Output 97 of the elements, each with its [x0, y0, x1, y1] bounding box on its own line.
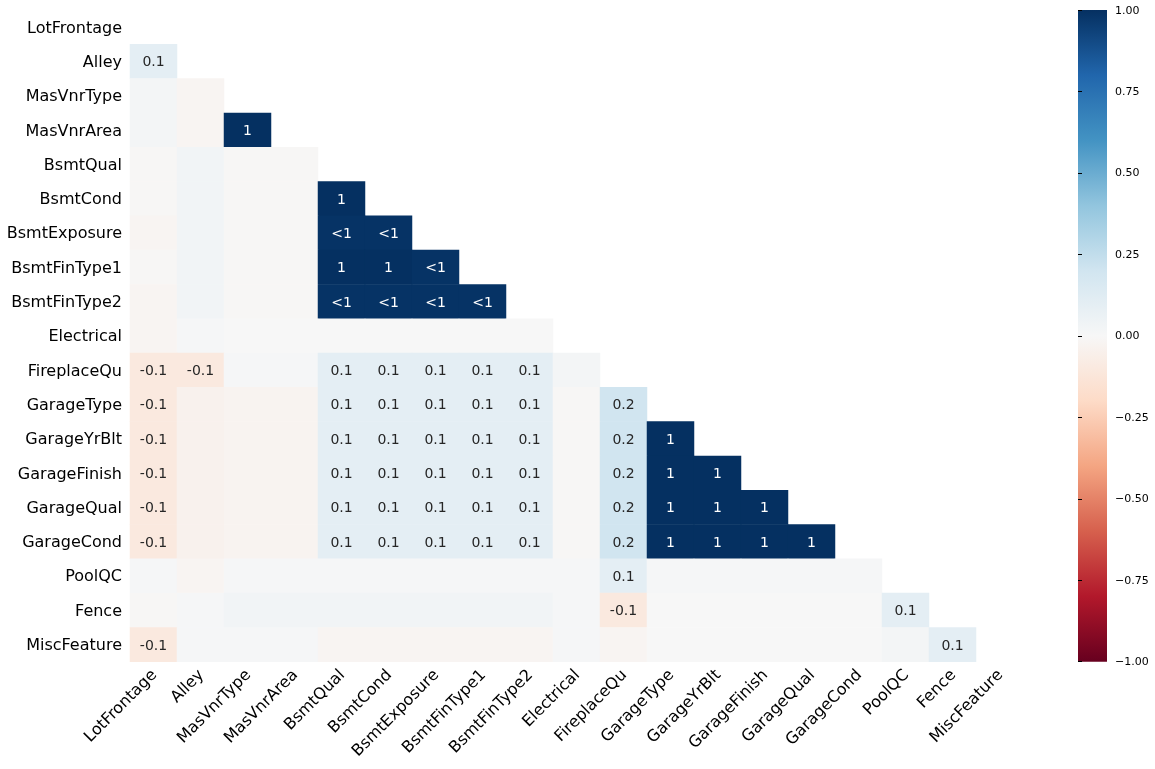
data-label: 0.1: [471, 533, 494, 550]
data-label: 0.1: [377, 533, 400, 550]
data-label: 1: [384, 259, 393, 276]
data-label: 0.1: [424, 499, 447, 516]
data-label: 0.2: [612, 533, 635, 550]
data-label: 1: [760, 499, 769, 516]
color-bar-label: 0.25: [1115, 247, 1140, 261]
data-label: 0.2: [612, 430, 635, 447]
data-label: 0.1: [377, 362, 400, 379]
data-label: 0.1: [330, 362, 353, 379]
data-label: 1: [760, 533, 769, 550]
data-label: <1: [472, 293, 493, 310]
data-label: 0.1: [612, 567, 635, 584]
data-label: -0.1: [139, 636, 168, 653]
data-label: 0.1: [471, 396, 494, 413]
data-label: -0.1: [139, 533, 168, 550]
y-tick-label: BsmtExposure: [6, 223, 122, 243]
data-label: <1: [331, 293, 352, 310]
data-label: 1: [666, 499, 675, 516]
data-label: 0.1: [377, 499, 400, 516]
data-label: 0.1: [471, 465, 494, 482]
data-label: <1: [378, 224, 399, 241]
color-bar-label: −1.00: [1115, 655, 1149, 669]
color-bar-label: 0.75: [1115, 84, 1140, 98]
data-label: 0.1: [518, 396, 541, 413]
data-label: 0.1: [424, 430, 447, 447]
data-label: 0.1: [424, 465, 447, 482]
data-label: 0.1: [330, 396, 353, 413]
data-label: 0.1: [424, 396, 447, 413]
data-label: 1: [666, 533, 675, 550]
y-tick-label: BsmtFinType1: [11, 257, 122, 277]
data-label: 0.1: [377, 430, 400, 447]
data-label: 0.1: [330, 465, 353, 482]
y-tick-label: GarageCond: [22, 532, 122, 552]
data-label: 0.1: [518, 465, 541, 482]
data-label: 0.1: [518, 430, 541, 447]
color-bar-label: 1.00: [1115, 3, 1140, 17]
data-label: -0.1: [139, 430, 168, 447]
data-label: 0.1: [941, 636, 964, 653]
data-label: 0.1: [330, 499, 353, 516]
data-label: 0.1: [377, 396, 400, 413]
y-tick-label: Fence: [75, 600, 122, 620]
data-label: 0.1: [142, 53, 165, 70]
y-tick-label: BsmtCond: [39, 189, 122, 209]
data-label: 0.1: [471, 499, 494, 516]
data-label: 0.1: [330, 533, 353, 550]
y-tick-label: GarageQual: [26, 497, 122, 517]
y-tick-label: BsmtQual: [43, 154, 122, 174]
data-label: 1: [713, 465, 722, 482]
data-label: <1: [425, 293, 446, 310]
data-label: 0.1: [471, 362, 494, 379]
y-tick-label: PoolQC: [65, 566, 122, 586]
color-bar-label: 0.00: [1115, 329, 1140, 343]
y-tick-label: FireplaceQu: [27, 360, 122, 380]
y-tick-label: MiscFeature: [26, 635, 122, 655]
y-tick-label: BsmtFinType2: [11, 292, 122, 312]
data-label: -0.1: [139, 499, 168, 516]
data-label: 0.1: [471, 430, 494, 447]
data-label: 0.1: [894, 602, 917, 619]
data-label: <1: [425, 259, 446, 276]
y-tick-label: MasVnrArea: [25, 120, 122, 140]
data-label: 1: [243, 122, 252, 139]
color-bar-label: −0.50: [1115, 492, 1149, 506]
y-tick-label: Alley: [82, 51, 122, 71]
y-tick-label: Electrical: [48, 326, 122, 346]
y-tick-label: GarageType: [26, 394, 122, 414]
y-tick-label: MasVnrType: [25, 86, 122, 106]
color-bar-label: −0.25: [1115, 410, 1149, 424]
data-label: 0.2: [612, 396, 635, 413]
data-label: 0.1: [330, 430, 353, 447]
data-label: -0.1: [139, 465, 168, 482]
data-label: 1: [337, 259, 346, 276]
data-label: 0.2: [612, 499, 635, 516]
y-tick-label: GarageYrBlt: [25, 429, 122, 449]
data-label: -0.1: [139, 396, 168, 413]
data-label: 1: [666, 465, 675, 482]
data-label: 1: [713, 533, 722, 550]
data-label: 0.2: [612, 465, 635, 482]
data-label: 0.1: [424, 533, 447, 550]
data-label: 0.1: [377, 465, 400, 482]
data-label: 1: [337, 190, 346, 207]
data-label: 1: [807, 533, 816, 550]
data-label: -0.1: [139, 362, 168, 379]
color-bar-label: −0.75: [1115, 573, 1149, 587]
data-label: 0.1: [518, 499, 541, 516]
y-tick-label: LotFrontage: [27, 17, 122, 37]
data-label: -0.1: [609, 602, 638, 619]
data-label: 1: [713, 499, 722, 516]
data-label: 0.1: [518, 533, 541, 550]
data-label: 1: [666, 430, 675, 447]
data-label: 0.1: [424, 362, 447, 379]
data-label: <1: [331, 224, 352, 241]
color-bar-label: 0.50: [1115, 166, 1140, 180]
data-label: 0.1: [518, 362, 541, 379]
data-label: <1: [378, 293, 399, 310]
y-tick-label: GarageFinish: [17, 463, 122, 483]
data-label: -0.1: [186, 362, 215, 379]
